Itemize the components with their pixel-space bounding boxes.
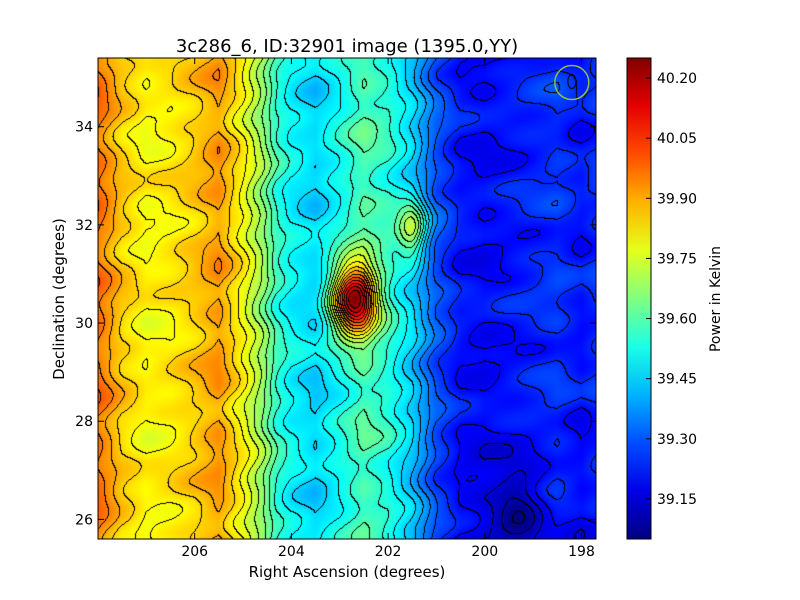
- y-tick-label: 30: [75, 316, 93, 332]
- colorbar-label: Power in Kelvin: [708, 246, 724, 352]
- colorbar-tick-label: 39.60: [657, 312, 697, 328]
- x-tick-label: 200: [471, 544, 498, 560]
- chart-title: 3c286_6, ID:32901 image (1395.0,YY): [176, 36, 518, 57]
- x-tick-label: 206: [181, 544, 208, 560]
- x-tick-label: 198: [568, 544, 595, 560]
- y-tick-label: 32: [75, 218, 93, 234]
- y-tick-label: 26: [75, 512, 93, 528]
- colorbar-tick-label: 40.05: [657, 131, 697, 147]
- colorbar-tick-label: 39.30: [657, 432, 697, 448]
- y-tick-label: 28: [75, 414, 93, 430]
- beam-outer-circle: [554, 64, 590, 101]
- y-tick-label: 34: [75, 120, 93, 136]
- colorbar-tick-label: 40.20: [657, 71, 697, 87]
- heatmap-image: [98, 58, 596, 539]
- plot-area: [98, 58, 596, 539]
- beam-marker: [554, 64, 590, 101]
- beam-inner-contour: [567, 74, 577, 90]
- colorbar-tick-label: 39.45: [657, 372, 697, 388]
- x-tick-label: 204: [278, 544, 305, 560]
- y-axis: 26 28 30 32 34: [75, 120, 596, 528]
- colorbar-tick-label: 39.90: [657, 191, 697, 207]
- x-tick-label: 202: [375, 544, 402, 560]
- plot-frame: [97, 57, 597, 540]
- x-axis-label: Right Ascension (degrees): [249, 563, 446, 581]
- colorbar-tick-label: 39.15: [657, 492, 697, 508]
- colorbar-tick-label: 39.75: [657, 251, 697, 267]
- colorbar: [626, 57, 652, 540]
- y-axis-label: Declination (degrees): [50, 218, 68, 380]
- x-axis: 206 204 202 200 198: [181, 58, 595, 560]
- colorbar-ticks: 39.15 39.30 39.45 39.60 39.75 39.90 40.05 40.20: [646, 71, 697, 508]
